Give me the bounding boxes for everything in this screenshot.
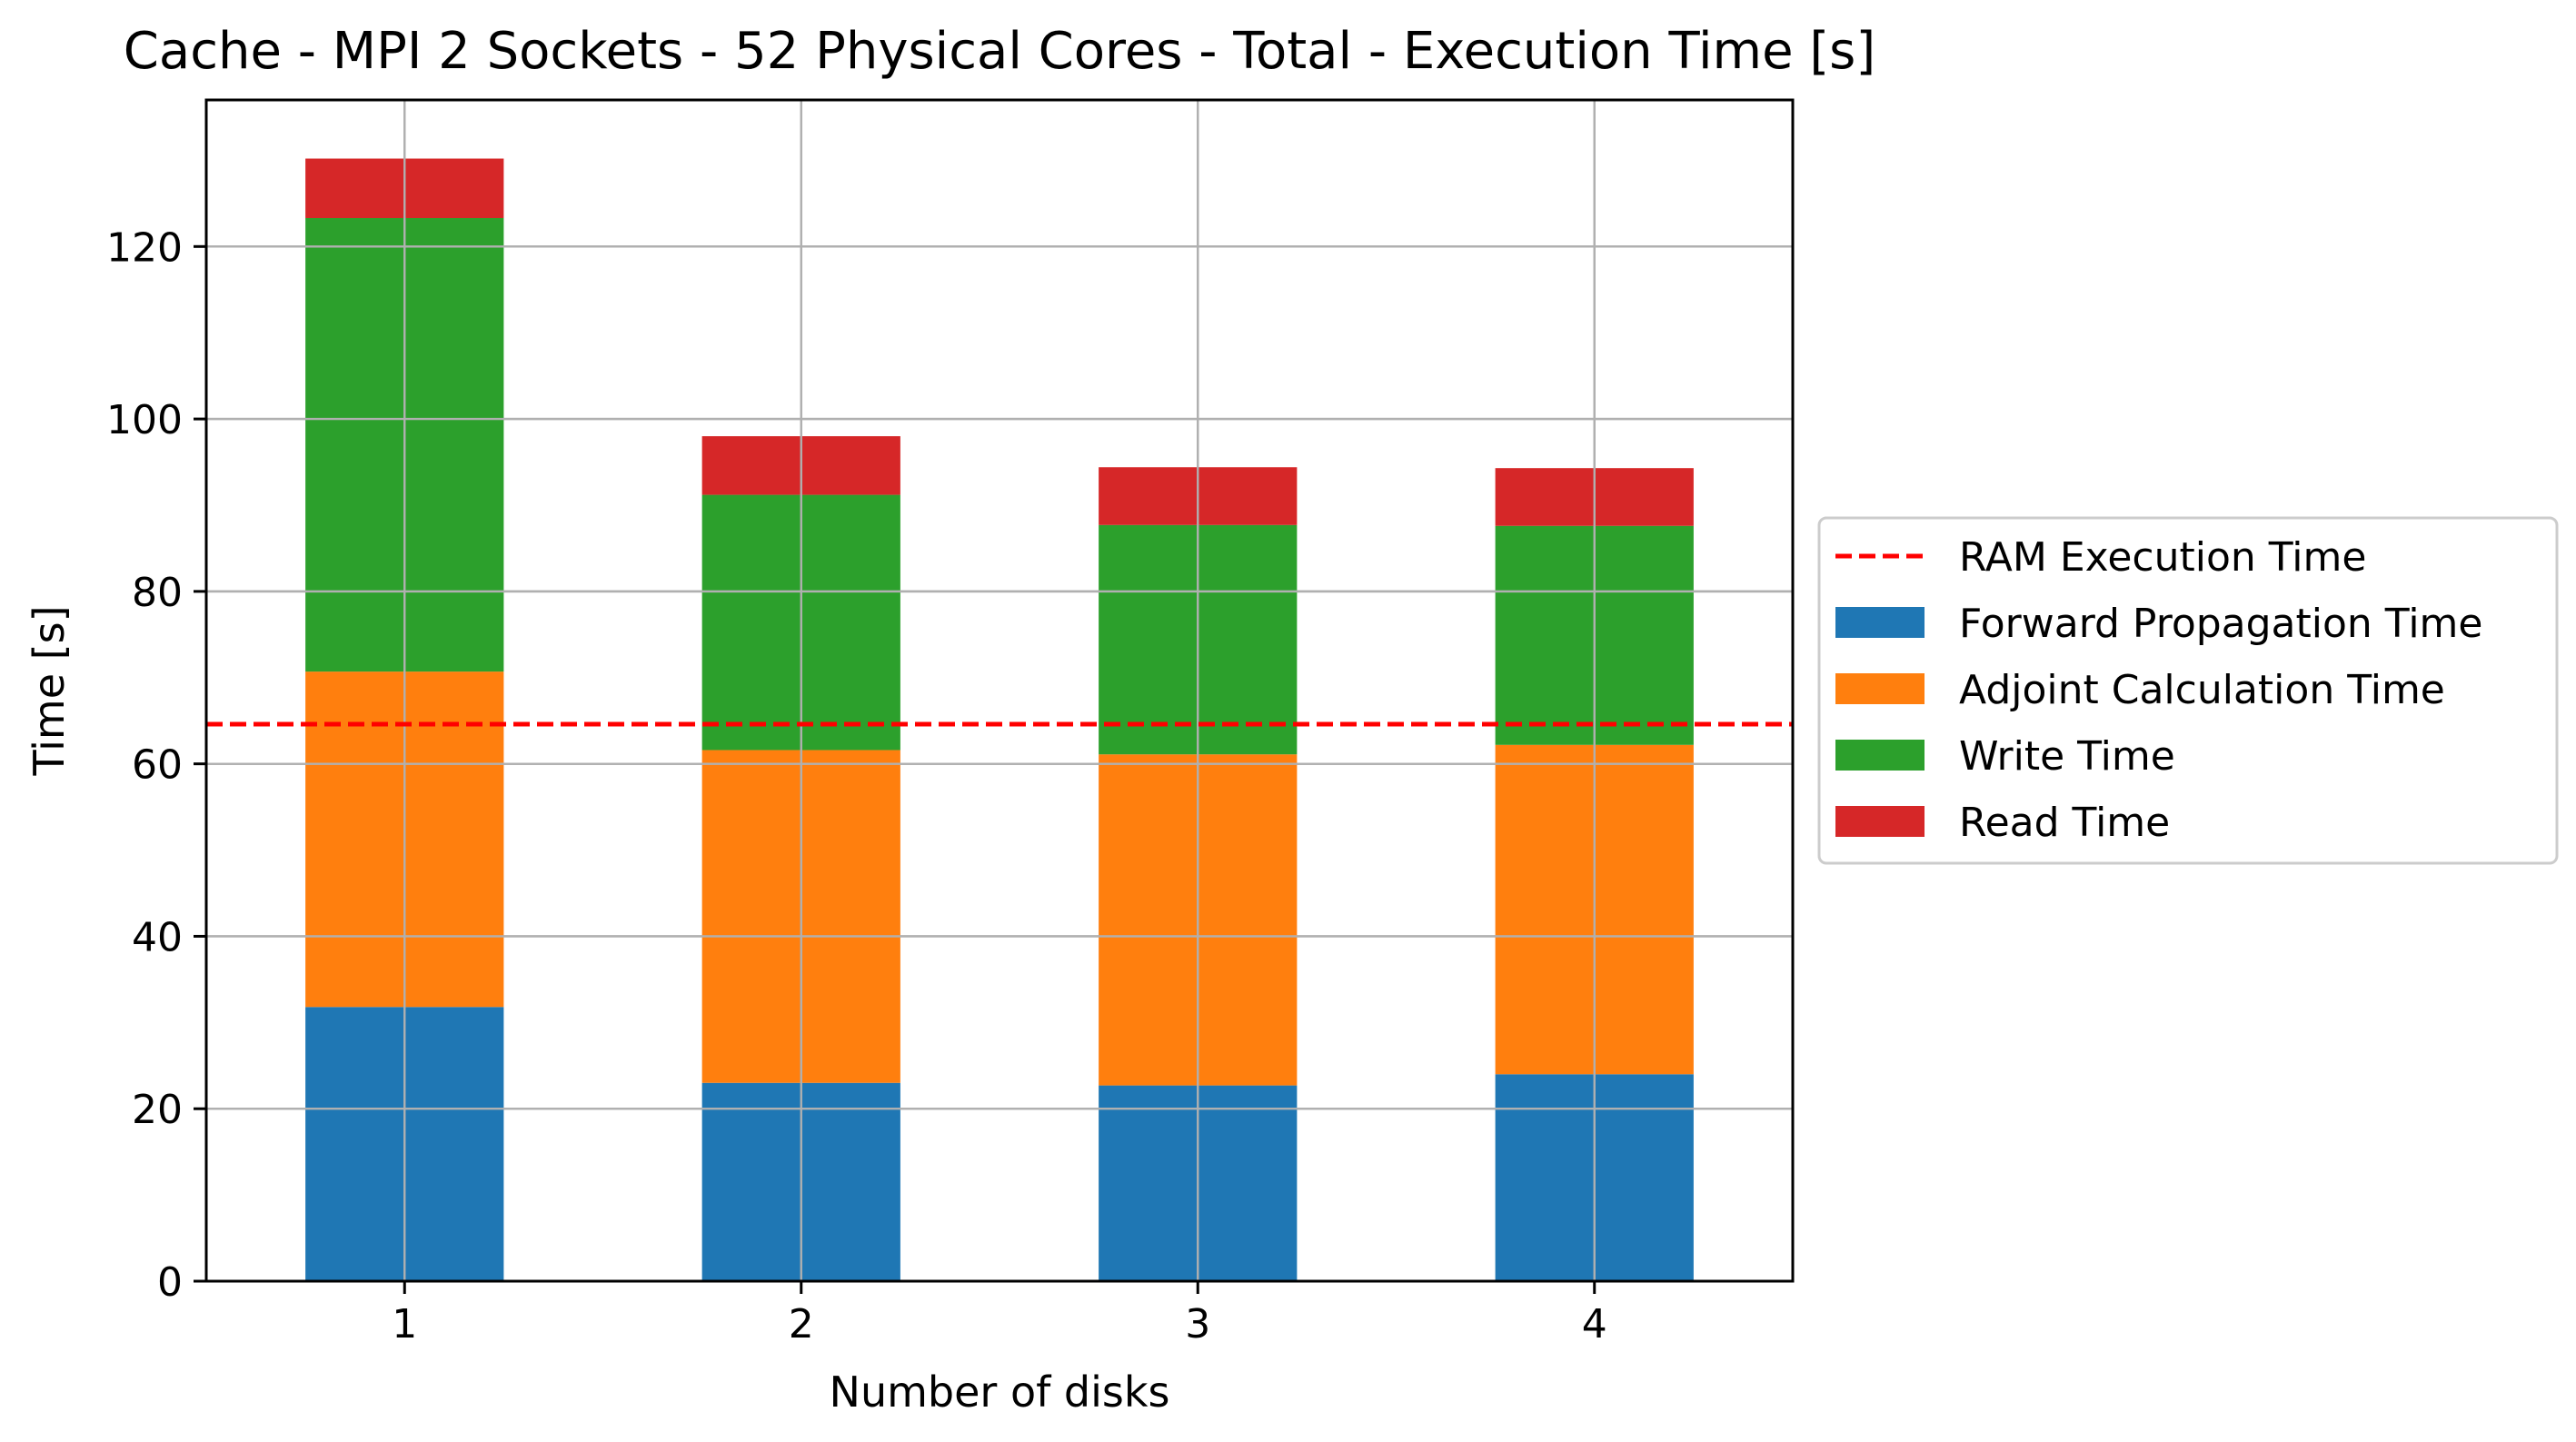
x-axis-label: Number of disks bbox=[830, 1367, 1170, 1417]
legend-swatch-forward-propagation-time bbox=[1835, 607, 1925, 638]
legend-swatch-adjoint-calculation-time bbox=[1835, 673, 1925, 704]
x-tick-label: 1 bbox=[392, 1301, 417, 1348]
y-tick-label: 40 bbox=[132, 914, 183, 960]
legend-swatch-read-time bbox=[1835, 806, 1925, 837]
legend-label-forward-propagation-time: Forward Propagation Time bbox=[1959, 601, 2482, 647]
legend-box bbox=[1817, 516, 2559, 865]
legend-swatch-write-time bbox=[1835, 740, 1925, 771]
reference-line-group bbox=[206, 100, 1793, 1283]
y-tick-label: 120 bbox=[106, 224, 183, 271]
legend: RAM Execution Time Forward Propagation Ti… bbox=[1817, 516, 2559, 865]
y-tick-label: 100 bbox=[106, 397, 183, 443]
chart-title: Cache - MPI 2 Sockets - 52 Physical Core… bbox=[124, 22, 1875, 81]
x-tick-label: 4 bbox=[1582, 1301, 1607, 1348]
legend-label-write-time: Write Time bbox=[1959, 733, 2175, 780]
legend-label-read-time: Read Time bbox=[1959, 800, 2170, 846]
y-tick-label: 20 bbox=[132, 1087, 183, 1133]
axis-ticks: 0 20 40 60 80 100 120 1 2 3 4 bbox=[106, 224, 1607, 1348]
plot-frame bbox=[204, 98, 1795, 1283]
y-tick-label: 0 bbox=[157, 1259, 183, 1306]
y-tick-label: 60 bbox=[132, 742, 183, 789]
x-tick-label: 3 bbox=[1185, 1301, 1210, 1348]
legend-label-ram-execution-time: RAM Execution Time bbox=[1959, 534, 2366, 581]
legend-label-adjoint-calculation-time: Adjoint Calculation Time bbox=[1959, 667, 2445, 713]
y-tick-label: 80 bbox=[132, 570, 183, 616]
x-tick-label: 2 bbox=[789, 1301, 814, 1348]
y-axis-label: Time [s] bbox=[25, 605, 74, 776]
